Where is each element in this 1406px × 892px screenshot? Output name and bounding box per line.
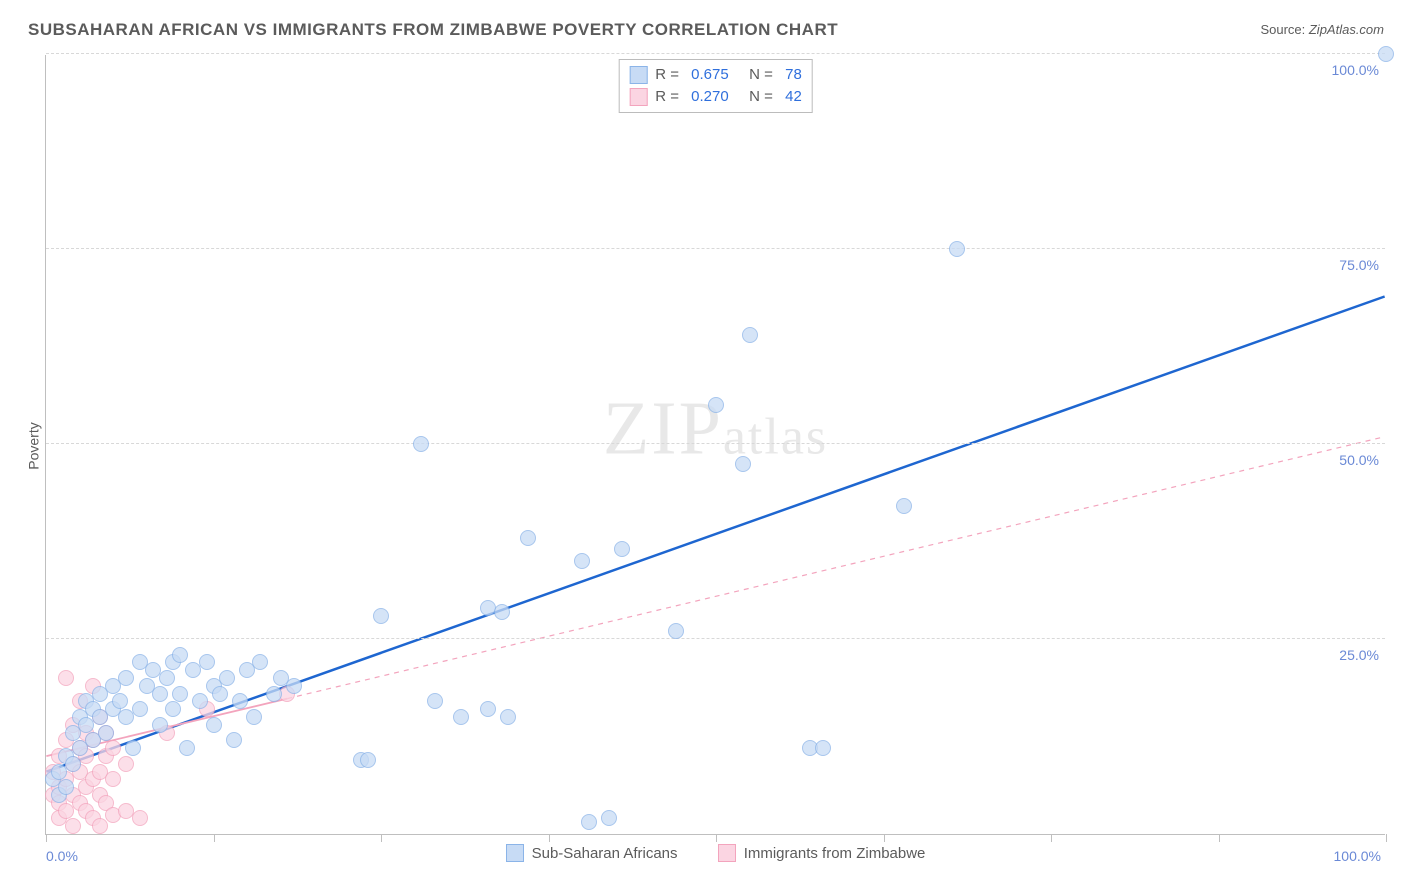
data-point	[152, 686, 168, 702]
data-point	[614, 541, 630, 557]
source-attribution: Source: ZipAtlas.com	[1260, 22, 1384, 37]
data-point	[132, 810, 148, 826]
n-equals: N =	[737, 86, 777, 108]
legend-swatch-2	[718, 844, 736, 862]
data-point	[574, 553, 590, 569]
data-point	[1378, 46, 1394, 62]
data-point	[172, 686, 188, 702]
data-point	[266, 686, 282, 702]
n-value-2: 42	[785, 86, 802, 108]
data-point	[118, 756, 134, 772]
data-point	[152, 717, 168, 733]
y-axis-label: Poverty	[26, 422, 42, 469]
legend-label-2: Immigrants from Zimbabwe	[744, 845, 926, 862]
correlation-box: R = 0.675 N = 78 R = 0.270 N = 42	[618, 59, 813, 113]
r-equals: R =	[655, 86, 683, 108]
data-point	[105, 771, 121, 787]
data-point	[815, 740, 831, 756]
data-point	[286, 678, 302, 694]
gridline	[46, 443, 1385, 444]
data-point	[118, 670, 134, 686]
data-point	[413, 436, 429, 452]
data-point	[232, 693, 248, 709]
bottom-legend: Sub-Saharan Africans Immigrants from Zim…	[46, 844, 1385, 866]
data-point	[427, 693, 443, 709]
legend-item-2: Immigrants from Zimbabwe	[718, 844, 926, 862]
y-tick-label: 50.0%	[1339, 452, 1379, 468]
x-tick	[716, 834, 717, 842]
data-point	[199, 654, 215, 670]
x-tick	[381, 834, 382, 842]
r-value-2: 0.270	[691, 86, 729, 108]
data-point	[373, 608, 389, 624]
source-value: ZipAtlas.com	[1309, 22, 1384, 37]
data-point	[65, 756, 81, 772]
n-value-1: 78	[785, 64, 802, 86]
swatch-series-2	[629, 88, 647, 106]
data-point	[159, 670, 175, 686]
scatter-plot: ZIPatlas R = 0.675 N = 78 R = 0.270 N = …	[45, 55, 1385, 835]
data-point	[212, 686, 228, 702]
data-point	[65, 818, 81, 834]
y-tick-label: 75.0%	[1339, 257, 1379, 273]
data-point	[192, 693, 208, 709]
data-point	[581, 814, 597, 830]
x-tick	[1386, 834, 1387, 842]
data-point	[132, 701, 148, 717]
x-tick	[884, 834, 885, 842]
source-label: Source:	[1260, 22, 1308, 37]
legend-item-1: Sub-Saharan Africans	[506, 844, 678, 862]
data-point	[360, 752, 376, 768]
data-point	[125, 740, 141, 756]
x-tick	[1051, 834, 1052, 842]
gridline	[46, 53, 1385, 54]
data-point	[500, 709, 516, 725]
data-point	[668, 623, 684, 639]
data-point	[179, 740, 195, 756]
gridline	[46, 638, 1385, 639]
y-tick-label: 100.0%	[1332, 62, 1379, 78]
data-point	[453, 709, 469, 725]
data-point	[735, 456, 751, 472]
data-point	[246, 709, 262, 725]
data-point	[58, 670, 74, 686]
data-point	[742, 327, 758, 343]
y-tick-label: 25.0%	[1339, 647, 1379, 663]
r-value-1: 0.675	[691, 64, 729, 86]
data-point	[601, 810, 617, 826]
x-tick	[46, 834, 47, 842]
data-point	[206, 717, 222, 733]
watermark-zip: ZIP	[603, 386, 723, 470]
swatch-series-1	[629, 66, 647, 84]
data-point	[480, 701, 496, 717]
data-point	[219, 670, 235, 686]
x-tick-label: 100.0%	[1334, 848, 1381, 864]
x-tick	[214, 834, 215, 842]
data-point	[494, 604, 510, 620]
data-point	[105, 740, 121, 756]
data-point	[92, 818, 108, 834]
correlation-row-1: R = 0.675 N = 78	[629, 64, 802, 86]
data-point	[226, 732, 242, 748]
legend-swatch-1	[506, 844, 524, 862]
data-point	[252, 654, 268, 670]
n-equals: N =	[737, 64, 777, 86]
data-point	[172, 647, 188, 663]
data-point	[520, 530, 536, 546]
data-point	[98, 725, 114, 741]
data-point	[112, 693, 128, 709]
correlation-row-2: R = 0.270 N = 42	[629, 86, 802, 108]
legend-label-1: Sub-Saharan Africans	[532, 845, 678, 862]
x-tick	[1219, 834, 1220, 842]
data-point	[896, 498, 912, 514]
x-tick-label: 0.0%	[46, 848, 78, 864]
r-equals: R =	[655, 64, 683, 86]
data-point	[58, 779, 74, 795]
x-tick	[549, 834, 550, 842]
gridline	[46, 248, 1385, 249]
chart-title: SUBSAHARAN AFRICAN VS IMMIGRANTS FROM ZI…	[28, 20, 838, 40]
data-point	[708, 397, 724, 413]
data-point	[949, 241, 965, 257]
data-point	[165, 701, 181, 717]
